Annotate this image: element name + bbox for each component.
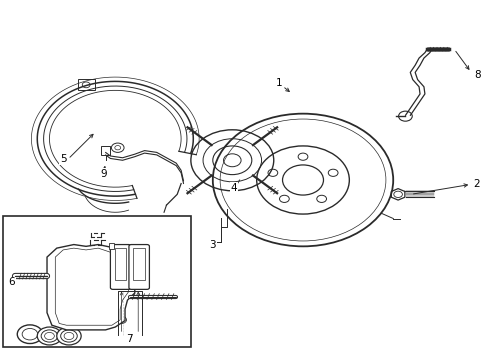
Circle shape [17,325,42,343]
Bar [115,248,126,280]
Text: 4: 4 [230,183,237,193]
FancyBboxPatch shape [110,244,131,289]
Text: 1: 1 [275,78,282,88]
Bar [101,146,110,155]
Text: 7: 7 [126,333,133,343]
Circle shape [67,258,102,284]
Text: 5: 5 [60,154,66,164]
Bar [3,216,190,347]
Text: 3: 3 [209,240,216,250]
Text: 9: 9 [101,168,107,179]
Bar [109,243,114,249]
FancyBboxPatch shape [129,244,149,289]
Text: 8: 8 [473,70,479,80]
Text: 6: 6 [8,277,15,287]
Circle shape [67,285,102,311]
Bar [133,248,145,280]
Circle shape [57,327,81,345]
Polygon shape [47,244,135,330]
Text: 2: 2 [472,179,478,189]
Circle shape [37,327,61,345]
Bar [78,80,95,90]
